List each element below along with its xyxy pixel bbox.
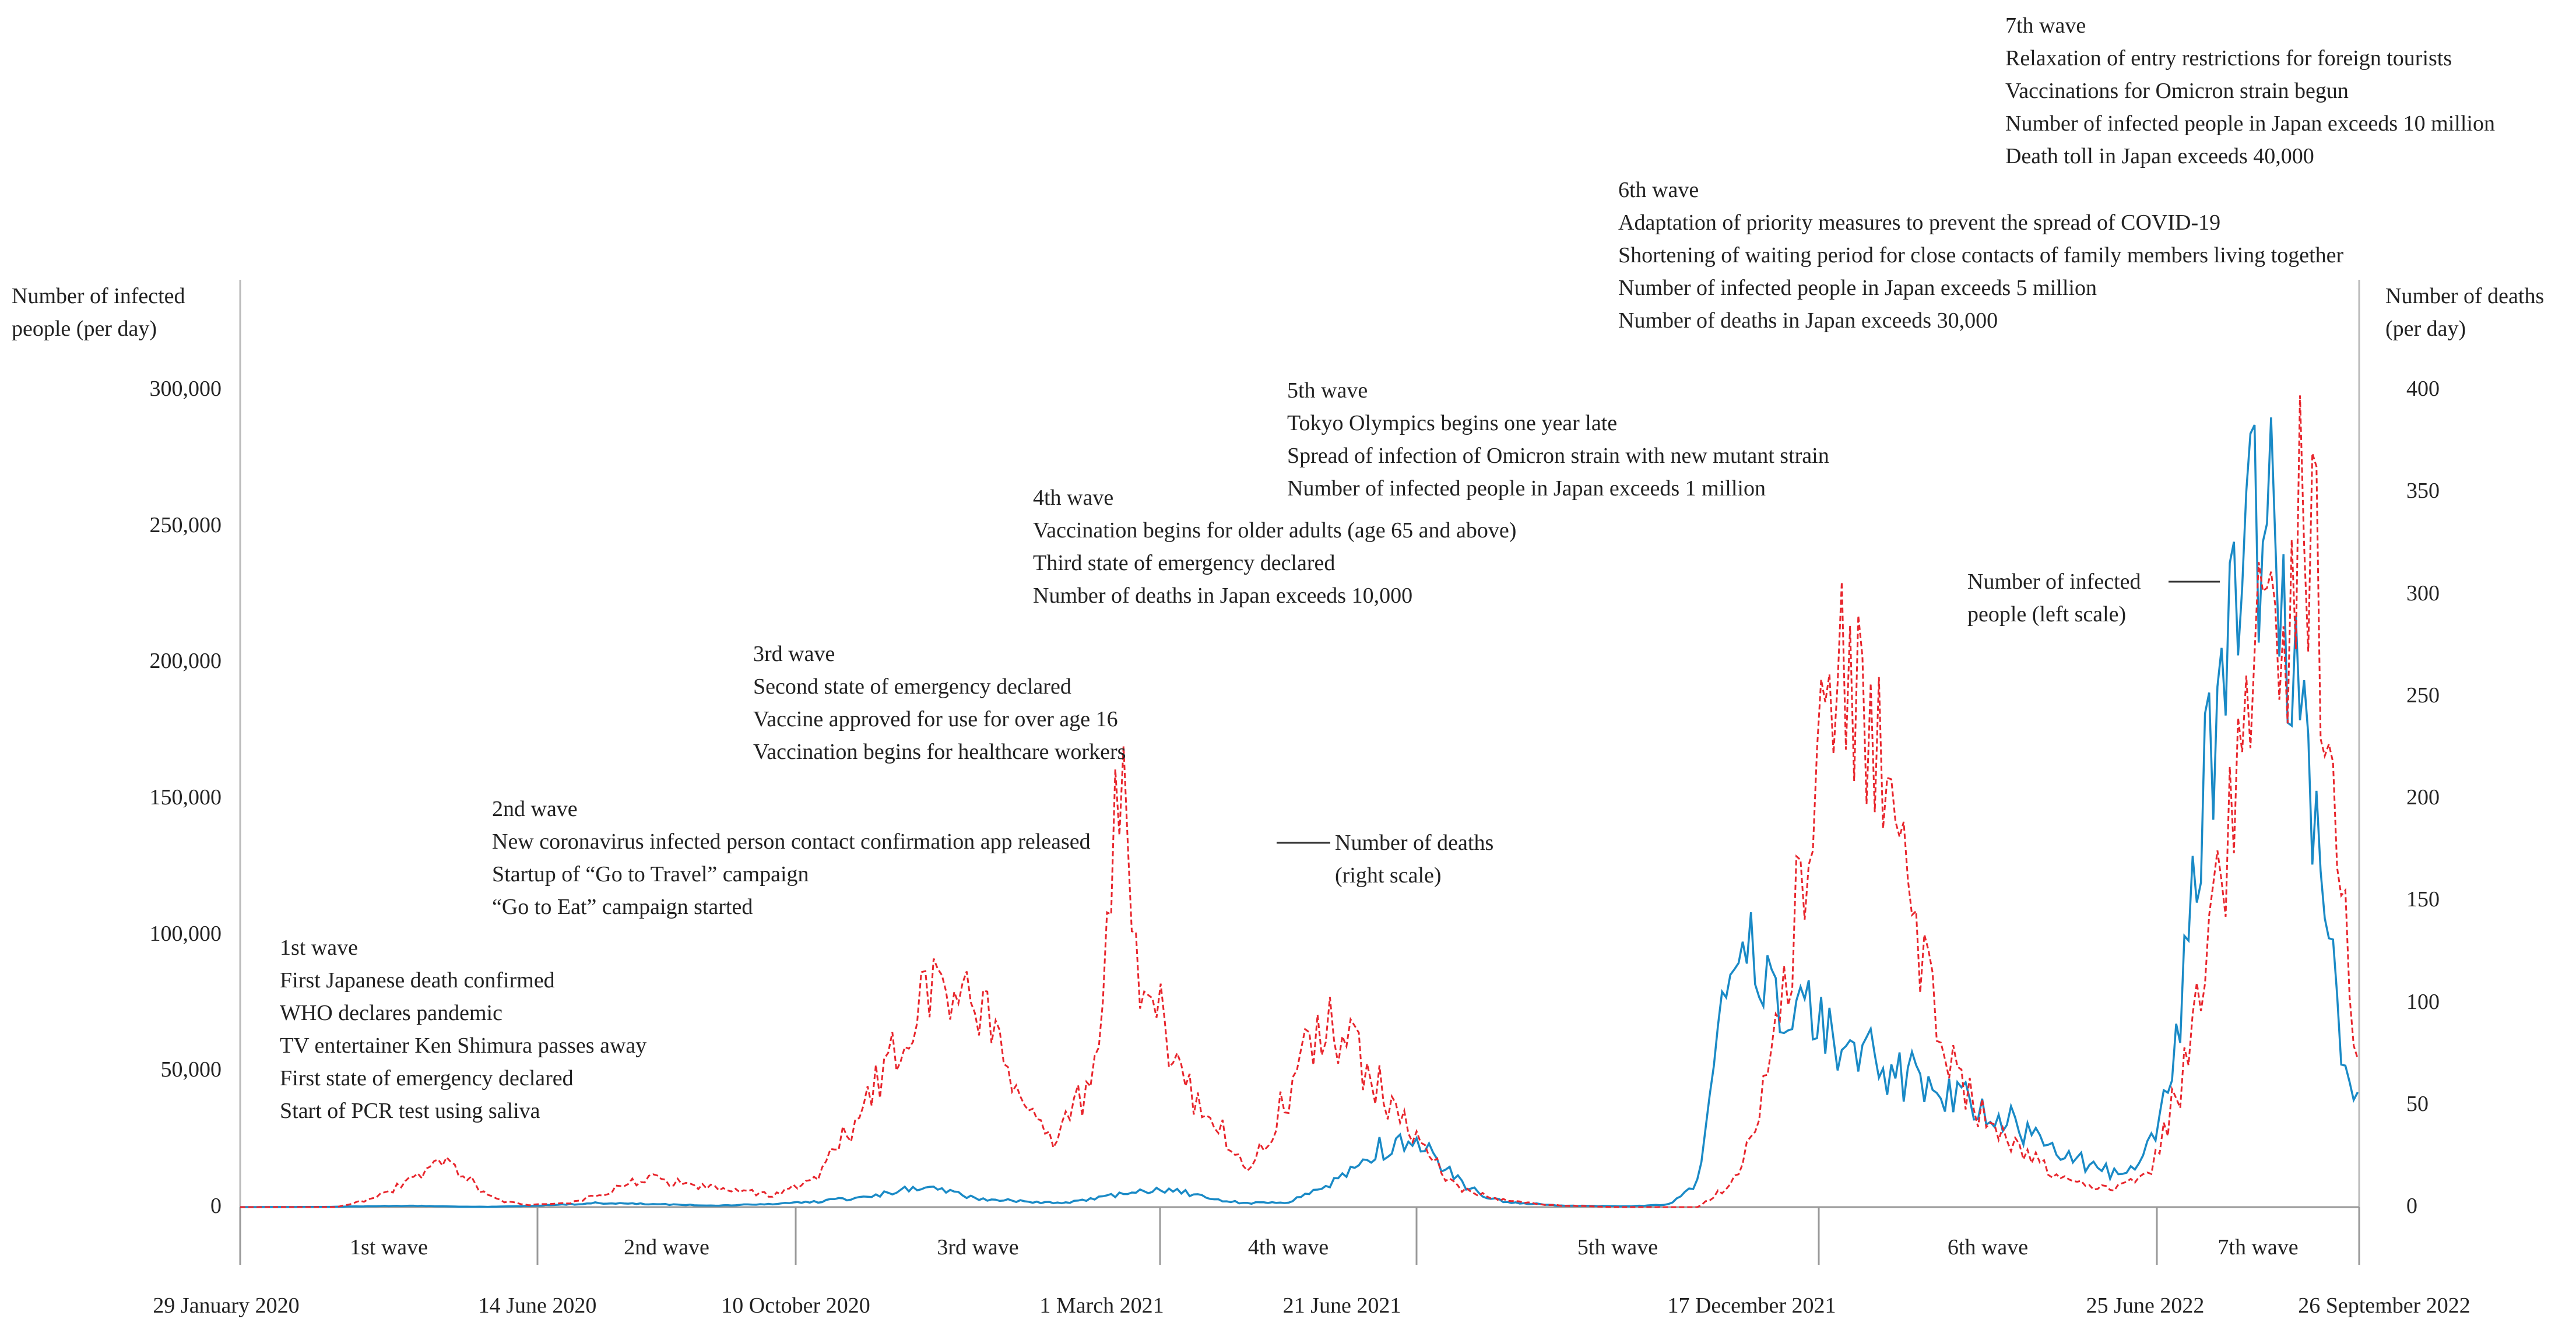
annotation-line: Number of infected people in Japan excee… (1618, 276, 2097, 300)
series-group (240, 395, 2359, 1208)
wave-band-label: 1st wave (349, 1235, 428, 1260)
x-date-label: 14 June 2020 (478, 1293, 597, 1318)
right-tick-label: 200 (2406, 785, 2440, 810)
annotation-line: Shortening of waiting period for close c… (1618, 243, 2344, 268)
annotation-line: Vaccination begins for healthcare worker… (753, 740, 1126, 764)
annotation-line: Vaccinations for Omicron strain begun (2005, 79, 2349, 103)
right-tick-label: 50 (2406, 1091, 2429, 1116)
annotation-wave-3: 3rd wave Second state of emergency decla… (753, 638, 1126, 768)
annotation-line: TV entertainer Ken Shimura passes away (280, 1033, 647, 1058)
deaths-callout-line-1: Number of deaths (1335, 831, 1494, 855)
infected-callout-line-2: people (left scale) (1967, 602, 2127, 627)
x-date-label: 26 September 2022 (2298, 1293, 2470, 1318)
infected-series-line (240, 417, 2359, 1208)
annotation-wave-7: 7th wave Relaxation of entry restriction… (2005, 9, 2495, 173)
annotation-wave-1: 1st wave First Japanese death confirmed … (280, 931, 646, 1127)
annotation-line: Adaptation of priority measures to preve… (1618, 210, 2221, 235)
annotation-line: Start of PCR test using saliva (280, 1099, 540, 1123)
left-tick-label: 150,000 (149, 785, 222, 810)
infected-callout: Number of infected people (left scale) (1967, 565, 2141, 631)
annotation-line: Tokyo Olympics begins one year late (1287, 411, 1618, 435)
annotation-line: 4th wave (1033, 486, 1114, 510)
infected-callout-line-1: Number of infected (1967, 569, 2141, 594)
annotation-line: Death toll in Japan exceeds 40,000 (2005, 144, 2314, 168)
annotation-line: Spread of infection of Omicron strain wi… (1287, 444, 1829, 468)
right-tick-label: 100 (2406, 989, 2440, 1014)
x-date-label: 21 June 2021 (1282, 1293, 1401, 1318)
annotation-line: Vaccination begins for older adults (age… (1033, 518, 1517, 543)
right-axis-title-line-1: Number of deaths (2385, 284, 2545, 308)
annotation-line: 2nd wave (492, 797, 578, 821)
annotation-line: First Japanese death confirmed (280, 968, 555, 993)
left-tick-label: 50,000 (160, 1057, 222, 1082)
annotation-line: 6th wave (1618, 178, 1699, 202)
callout-lines (1277, 581, 2220, 844)
left-tick-label: 300,000 (149, 377, 222, 401)
x-date-label: 29 January 2020 (153, 1293, 300, 1318)
annotation-line: Relaxation of entry restrictions for for… (2005, 46, 2452, 71)
left-tick-label: 0 (210, 1194, 222, 1218)
right-tick-label: 250 (2406, 683, 2440, 708)
deaths-callout-line-2: (right scale) (1335, 863, 1442, 888)
left-axis-title-line-2: people (per day) (12, 316, 157, 341)
right-tick-label: 0 (2406, 1194, 2417, 1218)
left-axis-title-line-1: Number of infected (12, 284, 185, 308)
x-date-label: 17 December 2021 (1667, 1293, 1836, 1318)
annotation-line: New coronavirus infected person contact … (492, 829, 1091, 854)
wave-band-label: 4th wave (1247, 1235, 1329, 1260)
annotation-line: Number of infected people in Japan excee… (2005, 111, 2495, 136)
right-axis-title-line-2: (per day) (2385, 316, 2466, 341)
annotation-line: First state of emergency declared (280, 1066, 574, 1091)
annotation-line: Number of deaths in Japan exceeds 10,000 (1033, 583, 1413, 608)
annotation-line: Startup of “Go to Travel” campaign (492, 862, 809, 887)
deaths-series-line (240, 395, 2359, 1208)
left-tick-label: 100,000 (149, 921, 222, 946)
annotation-line: 7th wave (2005, 13, 2086, 38)
annotation-line: Vaccine approved for use for over age 16 (753, 707, 1118, 731)
x-date-label: 1 March 2021 (1039, 1293, 1164, 1318)
annotation-line: Third state of emergency declared (1033, 551, 1336, 575)
annotation-wave-6: 6th wave Adaptation of priority measures… (1618, 174, 2343, 337)
annotation-wave-4: 4th wave Vaccination begins for older ad… (1033, 481, 1516, 612)
x-date-label: 10 October 2020 (721, 1293, 870, 1318)
right-tick-label: 150 (2406, 887, 2440, 912)
annotation-line: Second state of emergency declared (753, 674, 1071, 699)
deaths-callout: Number of deaths (right scale) (1335, 826, 1493, 892)
annotation-line: 5th wave (1287, 378, 1368, 403)
left-tick-label: 200,000 (149, 649, 222, 674)
annotation-line: WHO declares pandemic (280, 1001, 502, 1025)
annotation-line: 1st wave (280, 935, 359, 960)
left-tick-label: 250,000 (149, 512, 222, 537)
wave-band-label: 5th wave (1577, 1235, 1658, 1260)
right-tick-label: 400 (2406, 377, 2440, 401)
wave-band-label: 7th wave (2217, 1235, 2299, 1260)
annotation-line: 3rd wave (753, 642, 835, 666)
wave-band-label: 3rd wave (937, 1235, 1019, 1260)
left-axis-title: Number of infected people (per day) (12, 280, 185, 345)
x-date-label: 25 June 2022 (2086, 1293, 2205, 1318)
right-axis-title: Number of deaths (per day) (2385, 280, 2544, 345)
wave-band-label: 6th wave (1947, 1235, 2029, 1260)
annotation-line: “Go to Eat” campaign started (492, 895, 753, 919)
annotation-line: Number of deaths in Japan exceeds 30,000 (1618, 308, 1998, 333)
right-tick-label: 300 (2406, 581, 2440, 606)
axes-group (239, 280, 2360, 1265)
annotation-wave-5: 5th wave Tokyo Olympics begins one year … (1287, 374, 1829, 505)
annotation-wave-2: 2nd wave New coronavirus infected person… (492, 793, 1091, 923)
wave-band-label: 2nd wave (624, 1235, 709, 1260)
right-tick-label: 350 (2406, 479, 2440, 504)
annotation-line: Number of infected people in Japan excee… (1287, 476, 1766, 501)
